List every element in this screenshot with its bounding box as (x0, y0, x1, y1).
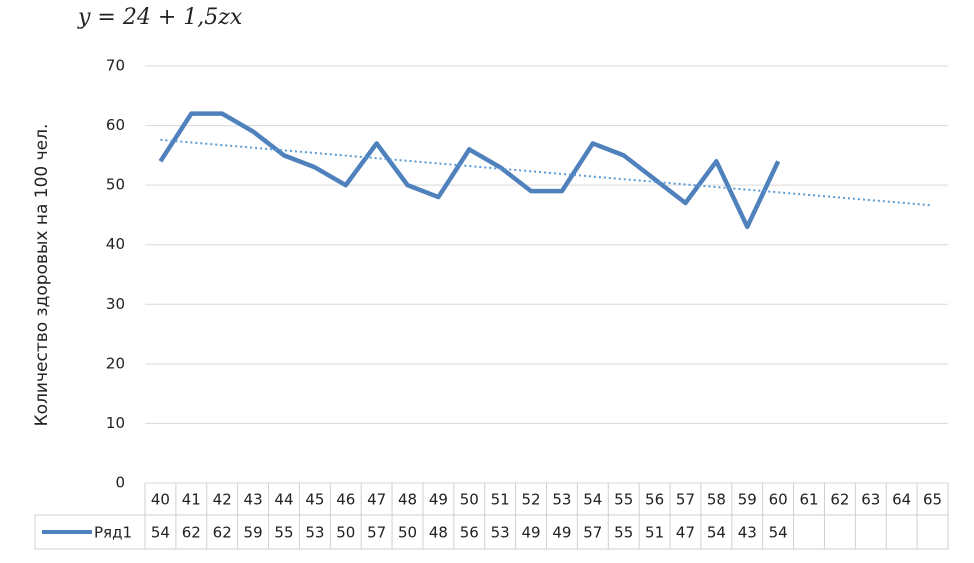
x-tick-label: 44 (274, 491, 293, 509)
table-value: 55 (274, 524, 293, 542)
x-tick-label: 55 (614, 491, 633, 509)
x-tick-label: 51 (491, 491, 510, 509)
y-tick-label: 40 (106, 235, 125, 253)
x-tick-label: 48 (398, 491, 417, 509)
table-value: 48 (429, 524, 448, 542)
x-tick-label: 42 (213, 491, 232, 509)
table-value: 50 (336, 524, 355, 542)
y-tick-label: 30 (106, 295, 125, 313)
y-tick-label: 70 (106, 57, 125, 75)
x-tick-label: 63 (861, 491, 880, 509)
x-tick-label: 58 (707, 491, 726, 509)
x-tick-label: 50 (460, 491, 479, 509)
x-tick-label: 57 (676, 491, 695, 509)
table-value: 50 (398, 524, 417, 542)
table-value: 51 (645, 524, 664, 542)
x-tick-label: 52 (522, 491, 541, 509)
x-tick-label: 64 (892, 491, 911, 509)
x-tick-label: 61 (799, 491, 818, 509)
x-tick-label: 62 (830, 491, 849, 509)
table-value: 62 (182, 524, 201, 542)
x-tick-label: 41 (182, 491, 201, 509)
table-value: 54 (707, 524, 726, 542)
y-tick-label: 10 (106, 414, 125, 432)
trendline (160, 138, 933, 207)
x-tick-label: 65 (923, 491, 942, 509)
table-value: 49 (522, 524, 541, 542)
x-tick-label: 46 (336, 491, 355, 509)
x-tick-label: 47 (367, 491, 386, 509)
table-value: 54 (769, 524, 788, 542)
table-value: 59 (244, 524, 263, 542)
table-value: 43 (738, 524, 757, 542)
table-value: 57 (367, 524, 386, 542)
x-tick-label: 56 (645, 491, 664, 509)
x-tick-label: 43 (244, 491, 263, 509)
x-tick-label: 40 (151, 491, 170, 509)
table-value: 57 (583, 524, 602, 542)
table-value: 53 (305, 524, 324, 542)
table-value: 47 (676, 524, 695, 542)
table-value: 62 (213, 524, 232, 542)
x-tick-label: 45 (305, 491, 324, 509)
table-value: 56 (460, 524, 479, 542)
y-axis-label: Количество здоровых на 100 чел. (32, 124, 52, 427)
chart-title: y = 24 + 1,5zx (77, 5, 243, 30)
table-value: 49 (552, 524, 571, 542)
table-value: 53 (491, 524, 510, 542)
table-value: 55 (614, 524, 633, 542)
x-tick-label: 53 (552, 491, 571, 509)
table-value: 54 (151, 524, 170, 542)
legend-label: Ряд1 (94, 524, 132, 542)
x-tick-label: 54 (583, 491, 602, 509)
y-tick-label: 0 (115, 474, 125, 492)
x-tick-label: 60 (769, 491, 788, 509)
data-line (158, 111, 781, 230)
y-tick-label: 50 (106, 176, 125, 194)
y-tick-label: 60 (106, 116, 125, 134)
x-tick-label: 49 (429, 491, 448, 509)
x-tick-label: 59 (738, 491, 757, 509)
y-tick-label: 20 (106, 354, 125, 372)
